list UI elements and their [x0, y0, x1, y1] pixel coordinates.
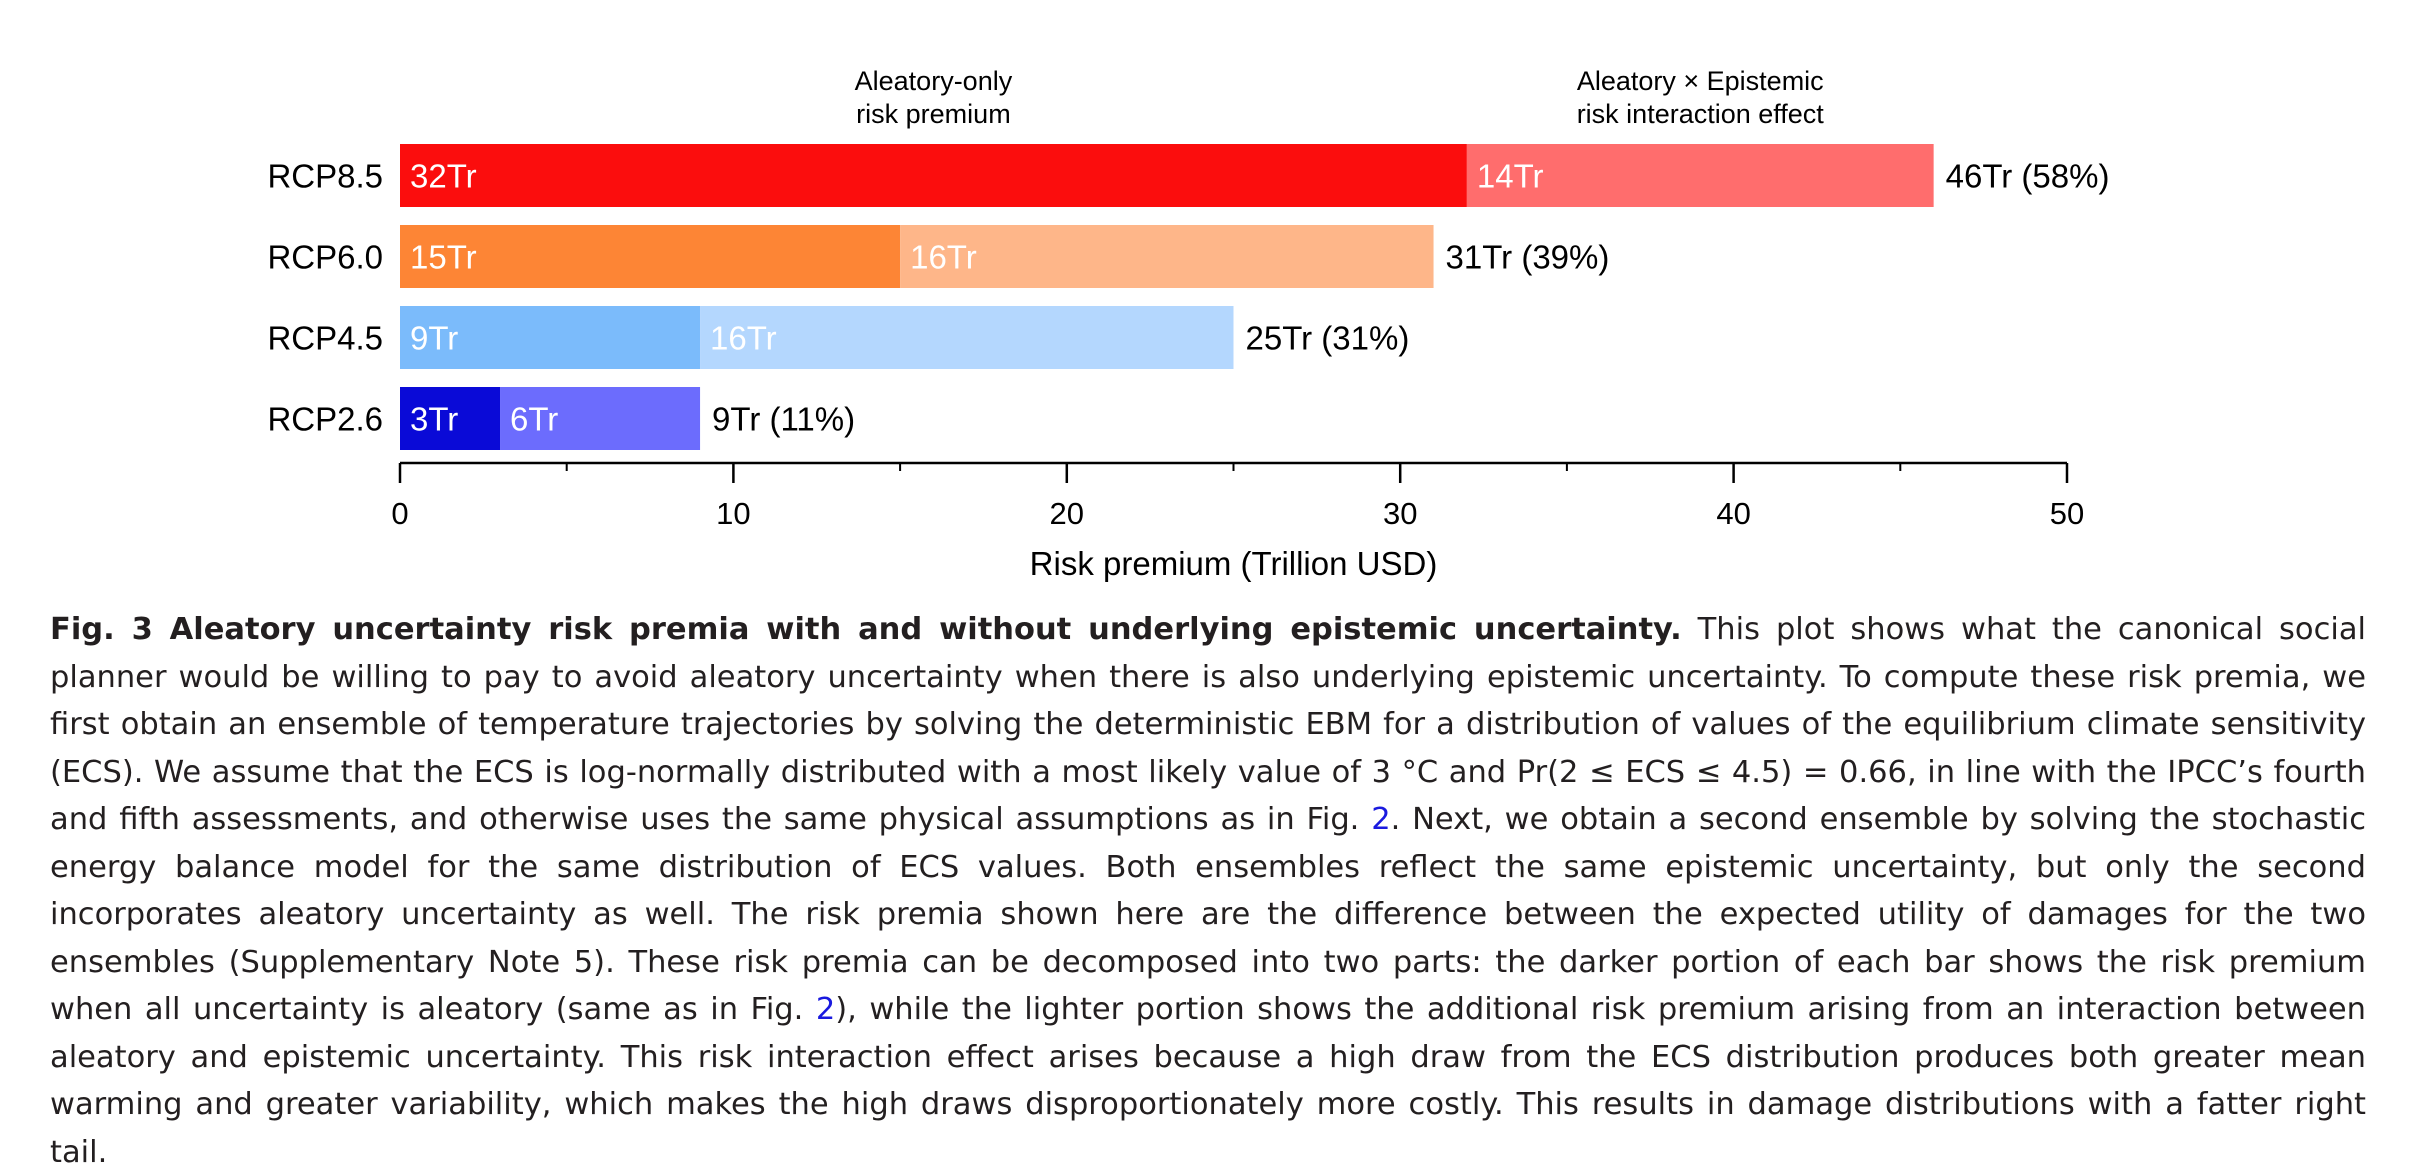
figure-caption-text: ), while the lighter portion shows the a…: [50, 992, 2366, 1170]
bar-segment-aleatory: [400, 144, 1467, 207]
bar-value-label: 9Tr: [410, 319, 458, 356]
header-aleatory-only: Aleatory-only: [855, 66, 1013, 96]
category-label: RCP8.5: [267, 157, 383, 194]
category-label: RCP2.6: [267, 400, 383, 437]
figure-caption-text: . Next, we obtain a second ensemble by s…: [50, 802, 2366, 1027]
bar-segment-aleatory: [400, 306, 701, 369]
bar-total-label: 25Tr (31%): [1246, 319, 1410, 356]
x-axis: 0 10 20 30 40 50 Risk premium (Trillion USD): [391, 461, 2084, 582]
bar-segment-aleatory: [400, 387, 501, 450]
header-interaction-effect: risk interaction effect: [1577, 99, 1825, 129]
x-axis-tick-label: 30: [1383, 496, 1417, 531]
bar-value-label: 6Tr: [510, 400, 558, 437]
figure-caption: Fig. 3 Aleatory uncertainty risk premia …: [50, 606, 2366, 1176]
figure-reference-link[interactable]: 2: [1371, 802, 1391, 837]
bar-value-label: 16Tr: [710, 319, 777, 356]
category-label: RCP4.5: [267, 319, 383, 356]
x-axis-tick-label: 50: [2050, 496, 2084, 531]
bar-segment-aleatory: [400, 225, 901, 288]
bar-segment-interaction: [1466, 144, 1934, 207]
header-aleatory-only: risk premium: [856, 99, 1011, 129]
x-axis-tick-label: 20: [1050, 496, 1084, 531]
bar-value-label: 32Tr: [410, 157, 477, 194]
figure-reference-link[interactable]: 2: [815, 992, 836, 1027]
bar-value-label: 3Tr: [410, 400, 458, 437]
header-interaction-effect: Aleatory × Epistemic: [1577, 66, 1824, 96]
figure-caption-text: This plot shows what the canonical socia…: [50, 612, 2366, 837]
category-label: RCP6.0: [267, 238, 383, 275]
bars: RCP8.5 32Tr 14Tr 46Tr (58%) RCP6.0 15Tr 16Tr 31…: [267, 144, 2109, 450]
bar-value-label: 14Tr: [1477, 157, 1544, 194]
x-axis-tick-label: 10: [716, 496, 750, 531]
x-axis-tick-label: 40: [1716, 496, 1750, 531]
bar-value-label: 16Tr: [910, 238, 977, 275]
bar-total-label: 31Tr (39%): [1446, 238, 1610, 275]
bar-segment-interaction: [500, 387, 701, 450]
bar-segment-interaction: [900, 225, 1434, 288]
bar-segment-interaction: [700, 306, 1234, 369]
bar-total-label: 9Tr (11%): [712, 400, 855, 437]
x-axis-tick-label: 0: [391, 496, 408, 531]
bar-total-label: 46Tr (58%): [1946, 157, 2110, 194]
bar-value-label: 15Tr: [410, 238, 477, 275]
figure-caption-title: Fig. 3 Aleatory uncertainty risk premia …: [50, 612, 1682, 647]
x-axis-title: Risk premium (Trillion USD): [1030, 545, 1438, 582]
